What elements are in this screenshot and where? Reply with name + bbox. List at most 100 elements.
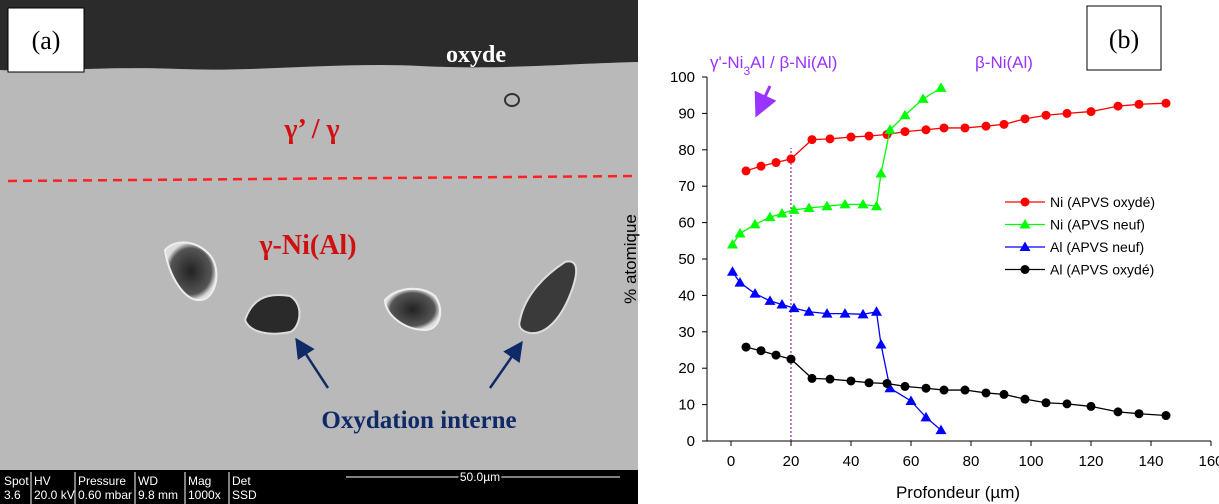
y-tick-label: 20 bbox=[678, 360, 695, 377]
y-tick-label: 10 bbox=[678, 397, 695, 414]
particle bbox=[243, 294, 301, 335]
x-tick-label: 120 bbox=[1078, 453, 1103, 470]
marker bbox=[741, 342, 751, 352]
marker bbox=[875, 339, 887, 349]
marker bbox=[900, 381, 910, 391]
info-header: Det bbox=[232, 474, 251, 488]
particle bbox=[163, 241, 218, 302]
marker bbox=[884, 124, 896, 134]
marker bbox=[734, 228, 746, 238]
marker bbox=[999, 389, 1009, 399]
marker bbox=[839, 308, 851, 318]
phase-label: γ-Ni(Al) bbox=[258, 230, 356, 261]
marker bbox=[1020, 114, 1030, 124]
marker bbox=[756, 346, 766, 356]
marker bbox=[734, 277, 746, 287]
y-tick-label: 90 bbox=[678, 105, 695, 122]
marker bbox=[864, 378, 874, 388]
pore bbox=[504, 93, 520, 107]
marker bbox=[786, 354, 796, 364]
x-tick-label: 40 bbox=[843, 453, 860, 470]
marker bbox=[921, 383, 931, 393]
x-tick-label: 60 bbox=[903, 453, 920, 470]
y-tick-label: 40 bbox=[678, 287, 695, 304]
marker bbox=[807, 373, 817, 383]
marker bbox=[864, 131, 874, 141]
marker bbox=[1161, 98, 1171, 108]
y-tick-label: 50 bbox=[678, 251, 695, 268]
arrow bbox=[754, 85, 777, 118]
marker bbox=[846, 132, 856, 142]
series-line bbox=[731, 271, 942, 431]
panel-label-box bbox=[1086, 5, 1162, 71]
y-axis-title: % atomique bbox=[621, 214, 640, 304]
marker bbox=[803, 306, 815, 316]
y-tick-label: 70 bbox=[678, 178, 695, 195]
panel-label: (b) bbox=[1109, 25, 1139, 54]
panel-label-box bbox=[7, 7, 85, 73]
panel-label: (a) bbox=[32, 26, 61, 55]
marker bbox=[905, 395, 917, 405]
marker bbox=[884, 382, 896, 393]
legend-marker bbox=[1020, 197, 1030, 207]
marker bbox=[981, 121, 991, 131]
info-value: 20.0 kV bbox=[34, 488, 75, 502]
matrix bbox=[0, 0, 638, 504]
marker bbox=[825, 134, 835, 144]
marker bbox=[776, 208, 788, 218]
particle bbox=[383, 287, 442, 332]
marker bbox=[807, 135, 817, 145]
marker bbox=[1062, 108, 1072, 118]
marker bbox=[786, 154, 796, 164]
scale-bar-label: 50.0µm bbox=[460, 470, 500, 484]
marker bbox=[939, 385, 949, 395]
marker bbox=[871, 200, 882, 211]
marker bbox=[875, 167, 887, 178]
info-value: 0.60 mbar bbox=[78, 488, 132, 502]
marker bbox=[776, 299, 788, 309]
marker bbox=[1113, 101, 1123, 111]
marker bbox=[749, 288, 761, 298]
marker bbox=[846, 376, 856, 386]
arrow bbox=[295, 337, 330, 389]
marker bbox=[749, 218, 761, 229]
legend-label: Ni (APVS oxydé) bbox=[1050, 194, 1155, 210]
annotation-part: γ'-Ni bbox=[710, 53, 743, 72]
marker bbox=[1161, 411, 1171, 421]
y-tick-label: 80 bbox=[678, 142, 695, 159]
marker bbox=[939, 123, 949, 133]
y-tick-label: 100 bbox=[670, 69, 695, 86]
x-tick-label: 160 bbox=[1198, 453, 1219, 470]
annotation-part: 3 bbox=[743, 64, 750, 78]
marker bbox=[1134, 409, 1144, 419]
marker bbox=[960, 385, 970, 395]
legend-marker bbox=[1019, 219, 1031, 229]
marker bbox=[1041, 110, 1051, 120]
marker bbox=[1113, 407, 1123, 417]
legend-label: Ni (APVS neuf) bbox=[1050, 217, 1145, 233]
marker bbox=[771, 350, 781, 360]
annotation: γ'-Ni3Al / β-Ni(Al) bbox=[710, 53, 837, 78]
info-header: HV bbox=[34, 474, 51, 488]
x-tick-label: 0 bbox=[727, 453, 735, 470]
marker bbox=[741, 166, 751, 176]
phase-label: γ’ / γ bbox=[283, 114, 339, 145]
marker bbox=[882, 378, 892, 388]
marker bbox=[1134, 99, 1144, 109]
chart: (b) Profondeur (µm) % atomique γ'-Ni3Al … bbox=[621, 5, 1219, 502]
marker bbox=[1086, 107, 1096, 117]
legend-marker bbox=[1020, 265, 1030, 274]
marker bbox=[981, 388, 991, 398]
marker bbox=[1086, 401, 1096, 411]
y-tick-label: 0 bbox=[687, 433, 695, 450]
boundary-line bbox=[7, 174, 639, 183]
marker bbox=[935, 424, 947, 435]
info-value: 9.8 mm bbox=[138, 488, 178, 502]
x-tick-label: 20 bbox=[783, 453, 800, 470]
marker bbox=[900, 127, 910, 137]
marker bbox=[727, 266, 738, 276]
marker bbox=[917, 93, 929, 103]
marker bbox=[727, 238, 738, 249]
